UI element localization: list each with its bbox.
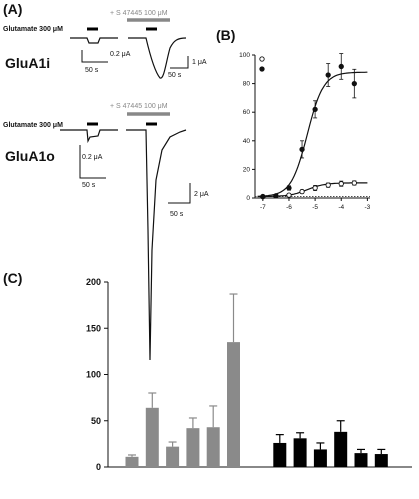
y-tick-label: 200 [86,277,101,287]
emax-bar-chart: 0 50 100 150 200 [86,277,412,472]
bar [273,442,287,467]
data-point [273,193,279,199]
glua1o-control-trace [60,129,118,144]
bar [313,449,327,467]
data-point [351,80,357,87]
panel-b-label: (B) [216,27,235,43]
bar [206,427,220,467]
data-point [325,72,331,78]
glua1i-scale-current-2: 1 μA [192,59,207,66]
glua1i-scale-bar-2 [170,56,189,69]
bar [334,431,348,467]
x-tick-label: -4 [338,204,344,211]
glua1o-glutamate-label: Glutamate 300 μM [3,122,63,129]
glua1i-scale-time-2: 50 s [168,72,182,79]
data-point [312,185,318,191]
x-tick-label: -6 [286,204,292,211]
y-tick-label: 0 [246,195,250,202]
data-point [351,180,357,186]
glua1i-scale-bar [81,50,108,63]
y-tick-label: 0 [96,462,101,472]
y-tick-label: 20 [243,166,251,173]
glua1i-scale-current: 0.2 μA [110,51,131,58]
glua1o-scale-time: 50 s [82,182,96,189]
bar [166,446,180,467]
glua1i-drug-label: + S 47445 100 μM [110,10,168,17]
glua1i-title: GluA1i [5,55,50,71]
glua1o-scale-bar-2 [168,183,191,204]
glua1i-glutamate-label: Glutamate 300 μM [3,26,63,33]
glua1o-scale-time-2: 50 s [170,211,184,218]
y-tick-label: 60 [243,109,251,116]
glua1o-drug-label: + S 47445 100 μM [110,103,168,110]
data-point [286,192,292,198]
data-point [286,185,292,191]
glua1o-scale-current: 0.2 μA [82,154,103,161]
glua1i-scale-time: 50 s [85,67,99,74]
y-tick-label: 40 [243,138,251,145]
legend-marker [259,56,265,62]
glua1i-drug-trace [128,37,187,79]
bar [227,342,240,467]
x-tick-label: -3 [364,204,370,211]
bar [293,438,307,467]
data-point [312,106,318,112]
glua1o-recording: + S 47445 100 μM Glutamate 300 μM GluA1o… [3,103,209,361]
panel-c-label: (C) [3,270,22,286]
data-point [338,181,344,187]
data-point [299,146,305,153]
bar [186,428,200,467]
x-tick-label: -7 [260,204,266,211]
data-point [325,182,331,188]
legend-marker [259,66,265,72]
bar [354,453,368,467]
data-point [338,63,344,70]
panel-a-label: (A) [3,1,22,17]
glua1o-scale-current-2: 2 μA [194,191,209,198]
y-tick-label: 150 [86,323,101,333]
glua1o-title: GluA1o [5,148,55,164]
y-tick-label: 100 [86,370,101,380]
y-tick-label: 100 [239,52,250,59]
glua1i-recording: + S 47445 100 μM Glutamate 300 μM GluA1i… [3,10,207,79]
glua1o-drug-trace [126,129,187,361]
data-point [299,188,305,195]
y-tick-label: 80 [243,81,251,88]
dose-response-chart: 0 20 40 60 80 100 -7 -6 -5 -4 -3 [239,52,371,211]
glua1i-control-trace [70,37,118,44]
y-tick-label: 50 [91,416,101,426]
bar [145,407,159,467]
x-tick-label: -5 [312,204,318,211]
bar [374,454,388,467]
glua1o-scale-bar [79,145,106,179]
data-point [260,193,266,200]
bar [125,456,139,467]
fit-curve-1 [257,71,368,197]
